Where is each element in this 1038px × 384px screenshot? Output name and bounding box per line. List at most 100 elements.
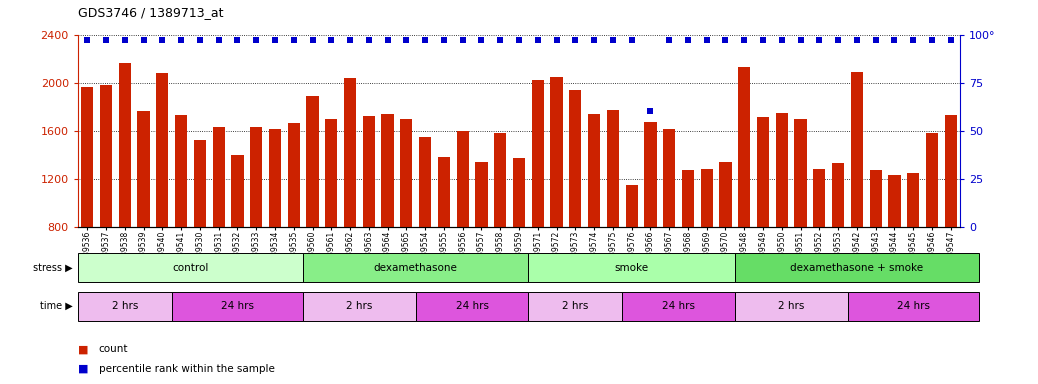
Point — [116, 37, 133, 43]
Point — [585, 37, 602, 43]
Bar — [81, 88, 93, 227]
Bar — [794, 119, 807, 227]
Point — [829, 37, 846, 43]
Bar — [550, 76, 563, 227]
Point — [473, 37, 490, 43]
Bar — [362, 116, 375, 227]
Text: control: control — [172, 263, 209, 273]
Point — [736, 37, 753, 43]
Point — [868, 37, 884, 43]
Text: GDS3746 / 1389713_at: GDS3746 / 1389713_at — [78, 6, 223, 19]
Bar — [719, 162, 732, 227]
Bar — [118, 63, 131, 227]
Point — [905, 37, 922, 43]
Text: 2 hrs: 2 hrs — [347, 301, 373, 311]
Point — [661, 37, 678, 43]
Text: time ▶: time ▶ — [39, 301, 73, 311]
Point — [624, 37, 640, 43]
Bar — [250, 127, 263, 227]
Bar — [306, 96, 319, 227]
Point — [643, 108, 659, 114]
Bar — [175, 115, 187, 227]
Point — [849, 37, 866, 43]
Point — [98, 37, 114, 43]
Bar — [213, 127, 225, 227]
Point — [248, 37, 265, 43]
Text: ■: ■ — [78, 364, 88, 374]
Point — [79, 37, 95, 43]
Point — [455, 37, 471, 43]
Point — [699, 37, 715, 43]
Point — [567, 37, 583, 43]
Bar — [870, 170, 881, 227]
Text: ■: ■ — [78, 344, 88, 354]
Point — [379, 37, 395, 43]
Text: count: count — [99, 344, 128, 354]
Bar — [382, 114, 393, 227]
Bar — [832, 163, 844, 227]
Text: 24 hrs: 24 hrs — [221, 301, 254, 311]
Bar — [438, 157, 450, 227]
Text: 24 hrs: 24 hrs — [662, 301, 695, 311]
Bar — [607, 110, 619, 227]
Text: dexamethasone + smoke: dexamethasone + smoke — [790, 263, 924, 273]
Point — [511, 37, 527, 43]
Point — [717, 37, 734, 43]
Point — [529, 37, 546, 43]
Point — [229, 37, 246, 43]
Point — [417, 37, 434, 43]
Bar — [419, 137, 431, 227]
Point — [135, 37, 152, 43]
Text: 2 hrs: 2 hrs — [778, 301, 804, 311]
Point — [886, 37, 903, 43]
Bar — [682, 170, 694, 227]
Bar — [137, 111, 149, 227]
Bar — [475, 162, 488, 227]
Bar — [325, 119, 337, 227]
Bar — [907, 172, 920, 227]
Point — [154, 37, 170, 43]
Point — [811, 37, 827, 43]
Text: smoke: smoke — [614, 263, 649, 273]
Point — [436, 37, 453, 43]
Bar — [231, 155, 244, 227]
Bar — [701, 169, 713, 227]
Point — [323, 37, 339, 43]
Point — [360, 37, 377, 43]
Bar — [569, 90, 581, 227]
Text: dexamethasone: dexamethasone — [374, 263, 458, 273]
Point — [172, 37, 189, 43]
Point — [792, 37, 809, 43]
Bar — [663, 129, 676, 227]
Bar — [813, 169, 825, 227]
Bar — [588, 114, 600, 227]
Bar — [851, 72, 863, 227]
Text: 24 hrs: 24 hrs — [897, 301, 930, 311]
Point — [192, 37, 209, 43]
Point — [398, 37, 414, 43]
Bar — [626, 185, 637, 227]
Bar — [889, 175, 901, 227]
Bar — [457, 131, 469, 227]
Bar — [288, 123, 300, 227]
Bar — [401, 119, 412, 227]
Bar — [738, 67, 750, 227]
Text: 24 hrs: 24 hrs — [456, 301, 489, 311]
Bar — [945, 115, 957, 227]
Point — [604, 37, 621, 43]
Text: 2 hrs: 2 hrs — [112, 301, 138, 311]
Point — [211, 37, 227, 43]
Point — [342, 37, 358, 43]
Text: stress ▶: stress ▶ — [33, 263, 73, 273]
Bar — [194, 140, 206, 227]
Point — [285, 37, 302, 43]
Point — [680, 37, 696, 43]
Point — [943, 37, 959, 43]
Point — [492, 37, 509, 43]
Point — [267, 37, 283, 43]
Text: percentile rank within the sample: percentile rank within the sample — [99, 364, 274, 374]
Bar — [645, 122, 656, 227]
Bar — [100, 85, 112, 227]
Bar — [775, 113, 788, 227]
Bar — [757, 118, 769, 227]
